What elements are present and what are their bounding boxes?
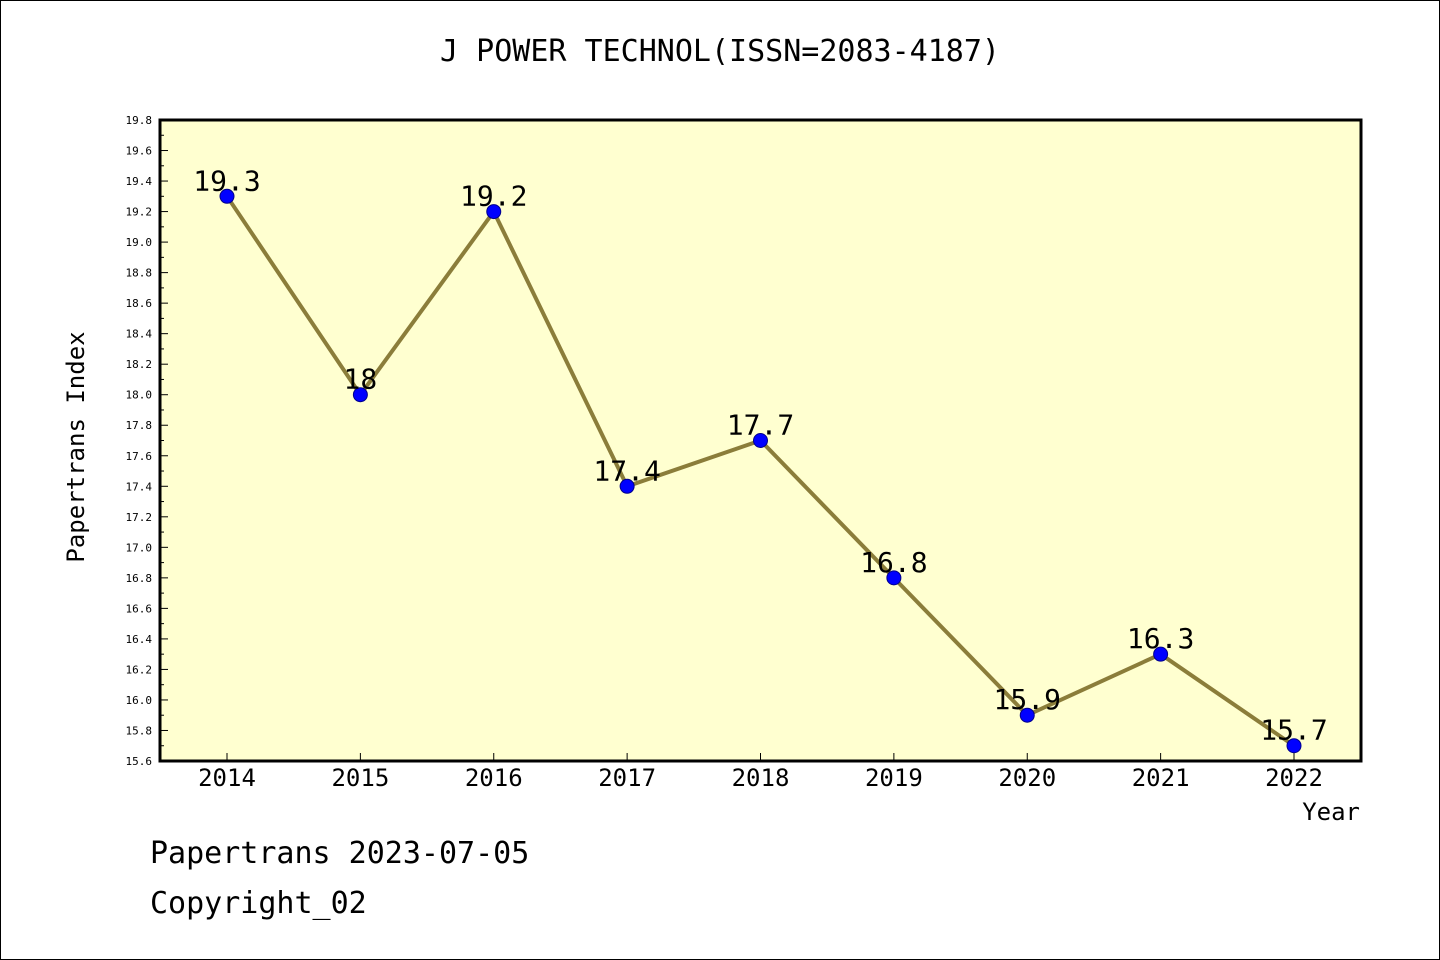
data-label: 15.7 [1260,714,1327,747]
data-labels-group: 19.3 18 19.2 17.4 17.7 16.8 15.9 16.3 15.7 [193,164,1327,746]
y-tick-label: 18.0 [126,389,153,402]
footer-copyright: Copyright_02 [150,886,367,921]
y-axis: 15.6 15.8 16.0 16.2 16.4 16.6 16.8 17.0 17.2 17.4… [126,114,168,768]
y-tick-label: 16.4 [126,633,153,646]
data-point [352,387,368,403]
data-label: 15.9 [994,683,1061,716]
data-label: 19.2 [460,180,527,213]
x-tick-label: 2021 [1132,764,1190,792]
data-label: 16.3 [1127,622,1194,655]
data-point [619,478,635,494]
x-tick-label: 2014 [198,764,256,792]
x-tick-label: 2015 [331,764,389,792]
data-point [1019,707,1035,723]
y-tick-label: 19.4 [126,175,153,188]
y-tick-label: 18.2 [126,358,153,371]
y-tick-label: 17.6 [126,450,153,463]
x-axis: 2014 2015 2016 2017 2018 2019 2020 2021 2022 [198,753,1323,792]
y-tick-label: 17.4 [126,480,153,493]
y-tick-label: 19.8 [126,114,153,127]
y-tick-label: 16.2 [126,663,153,676]
data-label: 17.4 [593,454,660,487]
data-point [1286,738,1302,754]
x-axis-label: Year [1302,798,1360,826]
data-point [1153,646,1169,662]
x-tick-label: 2016 [465,764,523,792]
y-tick-label: 15.6 [126,755,153,768]
y-tick-label: 19.0 [126,236,153,249]
y-tick-label: 15.8 [126,724,153,737]
y-tick-label: 17.0 [126,541,153,554]
data-label: 17.7 [727,409,794,442]
y-tick-label: 17.2 [126,511,153,524]
chart-title: J POWER TECHNOL(ISSN=2083-4187) [440,34,1000,69]
x-tick-label: 2018 [732,764,790,792]
y-tick-label: 16.0 [126,694,153,707]
y-tick-label: 16.8 [126,572,153,585]
x-tick-label: 2017 [598,764,656,792]
y-tick-label: 16.6 [126,602,153,615]
data-point [486,204,502,220]
y-tick-label: 19.6 [126,145,153,158]
data-label: 19.3 [193,164,260,197]
data-point [219,188,235,204]
data-point [886,570,902,586]
markers-group [219,188,1302,754]
footer-date: Papertrans 2023-07-05 [150,836,530,871]
y-tick-label: 19.2 [126,206,153,219]
y-tick-label: 17.8 [126,419,153,432]
data-label: 16.8 [860,546,927,579]
data-label: 18 [344,363,378,396]
y-tick-label: 18.4 [126,328,153,341]
x-tick-label: 2022 [1265,764,1323,792]
x-tick-label: 2019 [865,764,923,792]
y-tick-label: 18.6 [126,297,153,310]
data-point [753,433,768,448]
y-tick-label: 18.8 [126,267,153,280]
x-tick-label: 2020 [998,764,1056,792]
